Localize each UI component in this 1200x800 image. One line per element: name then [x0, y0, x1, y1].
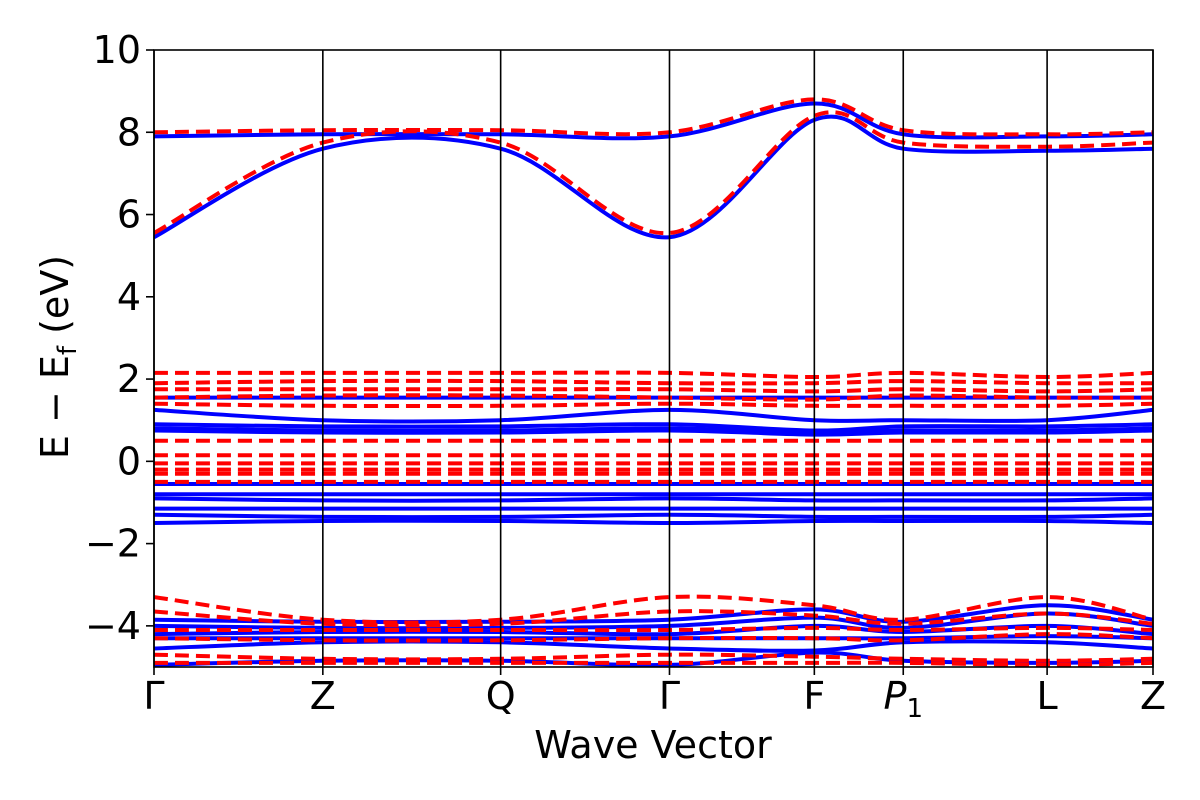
dashed-band-line — [154, 632, 1153, 643]
solid-band-line — [154, 512, 1153, 520]
bands-group — [154, 97, 1153, 667]
solid-band-line — [154, 639, 1153, 653]
x-tick-label: Z — [1140, 674, 1166, 718]
solid-band-line — [154, 496, 1153, 503]
y-tick-label: 10 — [93, 28, 141, 72]
y-axis-label: E − Ef (eV) — [33, 255, 83, 459]
solid-band-line — [154, 518, 1153, 526]
y-tick-label: 4 — [117, 275, 141, 319]
dashed-band-line — [154, 378, 1153, 386]
y-tick-label: −4 — [85, 604, 141, 648]
solid-band-line — [154, 422, 1153, 433]
y-axis-label-sub: f — [53, 345, 83, 355]
dashed-band-line — [154, 594, 1153, 625]
x-axis-label: Wave Vector — [534, 723, 772, 767]
y-axis-label-main: E − E — [33, 355, 77, 459]
dashed-band-line — [154, 625, 1153, 633]
plot-area — [153, 49, 1154, 668]
dashed-band-line — [154, 660, 1153, 667]
y-axis-ticks: −4 −2 0 2 4 6 8 10 — [85, 28, 154, 648]
dashed-band-line — [154, 401, 1153, 409]
x-tick-label: Γ — [659, 674, 680, 718]
plot-frame — [153, 49, 1154, 668]
y-axis-label-unit: (eV) — [33, 255, 77, 346]
x-tick-label: Γ — [143, 674, 164, 718]
x-axis-ticks: Γ Z Q Γ F P1 L Z — [143, 667, 1166, 724]
dashed-band-line — [154, 110, 1153, 236]
solid-band-line — [154, 407, 1153, 424]
solid-band-line — [154, 101, 1153, 141]
x-tick-label: F — [803, 674, 825, 718]
y-tick-label: 8 — [117, 110, 141, 154]
x-tick-label: L — [1037, 674, 1058, 718]
x-tick-label: P1 — [884, 674, 923, 724]
y-tick-label: 2 — [117, 357, 141, 401]
x-tick-label: Q — [486, 674, 516, 718]
y-tick-label: 6 — [117, 193, 141, 237]
solid-band-line — [154, 114, 1153, 240]
y-tick-label: 0 — [117, 439, 141, 483]
dashed-band-line — [154, 609, 1153, 628]
dashed-band-line — [154, 370, 1153, 380]
dashed-band-line — [154, 97, 1153, 137]
x-tick-label: Z — [310, 674, 336, 718]
y-tick-label: −2 — [85, 522, 141, 566]
dashed-band-line — [154, 652, 1153, 663]
dashed-band-line — [154, 387, 1153, 394]
dashed-band-line — [154, 393, 1153, 402]
solid-band-line — [154, 428, 1153, 437]
